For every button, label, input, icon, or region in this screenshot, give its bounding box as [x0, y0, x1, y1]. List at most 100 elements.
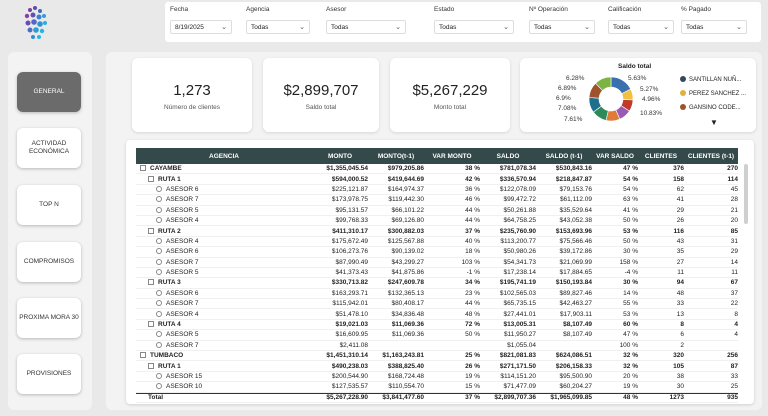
nav-top-n-button[interactable]: TOP N	[17, 185, 81, 225]
filter-value: Todas	[534, 24, 552, 31]
legend-item[interactable]: SANTILLAN NUÑ...	[680, 76, 746, 83]
cell-text: ASESOR 4	[166, 310, 199, 318]
expand-collapse-icon[interactable]	[148, 321, 154, 328]
table-row[interactable]: RUTA 4 $19,021.03 $11,069.36 72 % $13,005.31…	[136, 320, 738, 331]
expand-icon[interactable]	[156, 300, 162, 307]
column-header[interactable]: VAR SALDO	[596, 152, 634, 160]
value-cell: $132,365.13	[368, 290, 424, 297]
cell-text: $125,567.88	[387, 237, 424, 245]
expand-icon[interactable]	[156, 248, 162, 255]
donut-slice[interactable]	[595, 76, 612, 91]
column-header[interactable]: MONTO(t-1)	[377, 152, 415, 160]
expand-icon[interactable]	[156, 373, 162, 379]
table-row[interactable]: ASESOR 4 $51,478.10 $34,836.48 48 % $27,441.…	[136, 309, 738, 320]
value-cell: 44 %	[424, 207, 480, 214]
calificacion-select[interactable]: Todas ⌄	[608, 20, 674, 34]
column-header[interactable]: SALDO	[496, 152, 520, 160]
legend-item[interactable]: GANSINO CODE...	[680, 104, 746, 111]
table-row[interactable]: TUMBACO $1,451,310.14 $1,163,243.81 25 % $82…	[136, 351, 738, 362]
expand-icon[interactable]	[156, 310, 162, 317]
table-row[interactable]: RUTA 1 $594,000.52 $419,644.69 42 % $336,570…	[136, 174, 738, 185]
expand-icon[interactable]	[156, 289, 162, 296]
agencia-cell: ASESOR 4	[136, 217, 312, 224]
agencia-cell: ASESOR 15	[136, 373, 312, 380]
table-row[interactable]: ASESOR 4 $175,672.49 $125,567.88 40 % $113,2…	[136, 237, 738, 248]
cell-text: 26	[676, 217, 684, 225]
nav-provisiones-button[interactable]: PROVISIONES	[17, 354, 81, 394]
cell-text: 46 %	[465, 196, 480, 204]
expand-collapse-icon[interactable]	[148, 227, 154, 234]
cell-text: 30 %	[623, 279, 638, 287]
expand-collapse-icon[interactable]	[140, 165, 146, 172]
cell-text: 158	[673, 175, 684, 183]
nav-compromisos-button[interactable]: COMPROMISOS	[17, 242, 81, 282]
slice-label: 6.89%	[558, 85, 577, 92]
table-row[interactable]: ASESOR 7 $87,990.49 $43,299.27 103 % $54,341…	[136, 258, 738, 268]
table-row[interactable]: RUTA 3 $330,713.82 $247,609.78 34 % $195,741…	[136, 278, 738, 289]
expand-icon[interactable]	[156, 206, 162, 213]
asesor-select[interactable]: Todas ⌄	[326, 20, 406, 34]
value-cell: $1,451,310.14	[312, 352, 368, 359]
cell-text: $113,200.77	[500, 237, 536, 245]
legend-scroll-down-icon[interactable]: ▼	[710, 118, 718, 127]
cell-text: 42 %	[465, 175, 480, 183]
value-cell: $206,158.33	[536, 363, 592, 370]
expand-collapse-icon[interactable]	[148, 279, 154, 286]
table-row[interactable]: ASESOR 5 $16,609.95 $11,069.36 50 % $11,950.…	[136, 330, 738, 341]
cell-text: 50 %	[623, 217, 638, 225]
expand-collapse-icon[interactable]	[140, 352, 146, 359]
table-row[interactable]: RUTA 1 $490,238.03 $388,825.40 26 % $271,171…	[136, 361, 738, 372]
expand-icon[interactable]	[156, 269, 162, 276]
table-row[interactable]: RUTA 2 $411,310.17 $300,882.03 37 % $235,760…	[136, 226, 738, 237]
nav-actividad-economica-button[interactable]: ACTIVIDAD ECONÓMICA	[17, 128, 81, 168]
column-header[interactable]: VAR MONTO	[432, 152, 472, 160]
table-row[interactable]: ASESOR 15 $200,544.90 $168,724.48 19 % $114,…	[136, 372, 738, 383]
column-header[interactable]: AGENCIA	[209, 152, 239, 160]
cell-text: $60,204.27	[559, 383, 592, 391]
expand-icon[interactable]	[156, 383, 162, 390]
expand-icon[interactable]	[156, 331, 162, 338]
table-row[interactable]: ASESOR 7 $173,978.75 $119,442.30 46 % $99,47…	[136, 195, 738, 206]
expand-icon[interactable]	[156, 237, 162, 244]
table-row[interactable]: CAYAMBE $1,355,045.54 $979,205.86 38 % $781,…	[136, 164, 738, 175]
value-cell: $11,069.36	[368, 321, 424, 328]
column-header[interactable]: MONTO	[327, 152, 353, 160]
table-row[interactable]: ASESOR 4 $99,768.33 $69,126.80 44 % $64,758.…	[136, 216, 738, 227]
agencia-select[interactable]: Todas ⌄	[246, 20, 310, 34]
estado-select[interactable]: Todas ⌄	[434, 20, 514, 34]
expand-icon[interactable]	[156, 196, 162, 203]
pagado-select[interactable]: Todas ⌄	[681, 20, 747, 34]
value-cell: 47 %	[592, 165, 638, 172]
column-header[interactable]: SALDO (t-1)	[545, 152, 583, 160]
expand-collapse-icon[interactable]	[148, 362, 154, 369]
expand-collapse-icon[interactable]	[148, 175, 154, 182]
expand-icon[interactable]	[156, 185, 162, 192]
filter-operacion: Nº Operación Todas ⌄	[529, 6, 595, 34]
expand-icon[interactable]	[156, 217, 162, 224]
table-row[interactable]: ASESOR 7 $115,942.01 $80,408.17 44 % $65,735…	[136, 299, 738, 310]
expand-icon[interactable]	[156, 258, 162, 265]
table-row[interactable]: ASESOR 6 $225,121.87 $164,974.37 36 % $122,0…	[136, 185, 738, 196]
table-row[interactable]: ASESOR 10 $127,535.57 $110,554.70 15 % $71,4…	[136, 382, 738, 393]
legend-dot	[680, 104, 686, 110]
cell-text: $163,293.71	[331, 289, 368, 297]
expand-icon[interactable]	[156, 341, 162, 348]
nav-proxima-mora-button[interactable]: PROXIMA MORA 30	[17, 298, 81, 338]
fecha-select[interactable]: 8/19/2025 ⌄	[170, 20, 232, 34]
cell-text: 41	[676, 196, 684, 204]
operacion-select[interactable]: Todas ⌄	[529, 20, 595, 34]
table-row[interactable]: ASESOR 5 $41,373.43 $41,875.86 -1 % $17,238.…	[136, 268, 738, 279]
value-cell: $60,204.27	[536, 383, 592, 390]
table-row[interactable]: ASESOR 6 $106,273.76 $90,139.02 18 % $50,980…	[136, 247, 738, 258]
nav-general-button[interactable]: GENERAL	[17, 72, 81, 112]
value-cell: 67	[684, 279, 738, 286]
table-row[interactable]: ASESOR 7 $2,411.08 $1,055.04 100 % 2	[136, 341, 738, 352]
table-row[interactable]: ASESOR 5 $95,131.57 $66,101.22 44 % $50,261.…	[136, 206, 738, 216]
cell-text: 4	[734, 321, 738, 329]
table-scrollbar[interactable]	[744, 164, 748, 224]
column-header[interactable]: CLIENTES (t-1)	[687, 152, 735, 160]
column-header[interactable]: CLIENTES	[644, 152, 678, 160]
filter-label: % Pagado	[681, 6, 711, 13]
table-row[interactable]: ASESOR 6 $163,293.71 $132,365.13 23 % $102,5…	[136, 289, 738, 300]
legend-item[interactable]: PEREZ SANCHEZ ...	[680, 90, 746, 97]
